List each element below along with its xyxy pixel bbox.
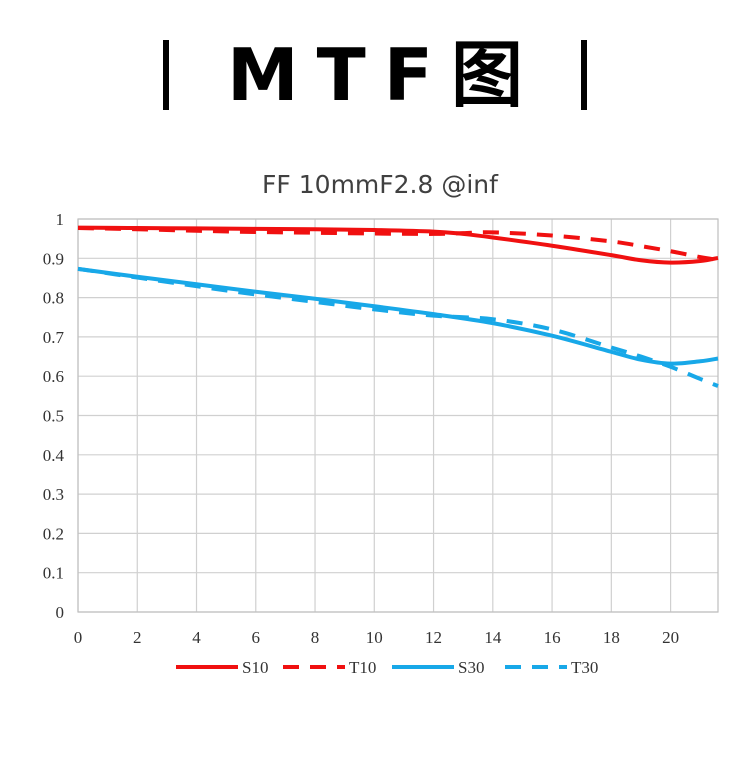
- x-tick-label: 6: [252, 628, 261, 647]
- x-tick-label: 12: [425, 628, 442, 647]
- series-lines: [77, 225, 719, 388]
- legend-label-s30: S30: [458, 658, 484, 677]
- y-tick-label: 0.8: [43, 289, 64, 308]
- y-tick-label: 1: [56, 210, 65, 229]
- legend-label-s10: S10: [242, 658, 268, 677]
- heading-right-bar: [580, 40, 587, 110]
- x-tick-label: 16: [544, 628, 561, 647]
- x-tick-label: 0: [74, 628, 83, 647]
- x-tick-label: 20: [662, 628, 679, 647]
- x-tick-label: 14: [484, 628, 502, 647]
- y-tick-label: 0.4: [43, 446, 65, 465]
- y-tick-label: 0.2: [43, 524, 64, 543]
- legend: S10 T10 S30 T30: [176, 658, 598, 677]
- x-tick-label: 4: [192, 628, 201, 647]
- plot-border: [77, 218, 719, 613]
- y-tick-label: 0.1: [43, 564, 64, 583]
- axes: 00.10.20.30.40.50.60.70.80.910 2 4 6 8 10 12 14…: [43, 210, 719, 647]
- page-heading: MTF图: [0, 30, 750, 120]
- x-tick-label: 18: [603, 628, 620, 647]
- y-tick-label: 0.5: [43, 407, 64, 426]
- x-tick-label: 2: [133, 628, 142, 647]
- y-tick-label: 0.7: [43, 328, 65, 347]
- y-tick-label: 0.9: [43, 249, 64, 268]
- legend-label-t10: T10: [349, 658, 376, 677]
- y-tick-label: 0.6: [43, 367, 64, 386]
- series-line-t30: [77, 266, 719, 388]
- x-tick-label: 10: [366, 628, 383, 647]
- series-line-t10: [77, 226, 719, 262]
- chart-title: FF 10mmF2.8 @inf: [262, 170, 499, 199]
- y-tick-label: 0: [56, 603, 65, 622]
- y-tick-label: 0.3: [43, 485, 64, 504]
- legend-label-t30: T30: [571, 658, 598, 677]
- x-tick-label: 8: [311, 628, 320, 647]
- grid: [77, 218, 718, 613]
- heading-left-bar: [163, 40, 170, 110]
- heading-text: MTF图: [227, 33, 541, 117]
- series-line-s10: [77, 225, 719, 265]
